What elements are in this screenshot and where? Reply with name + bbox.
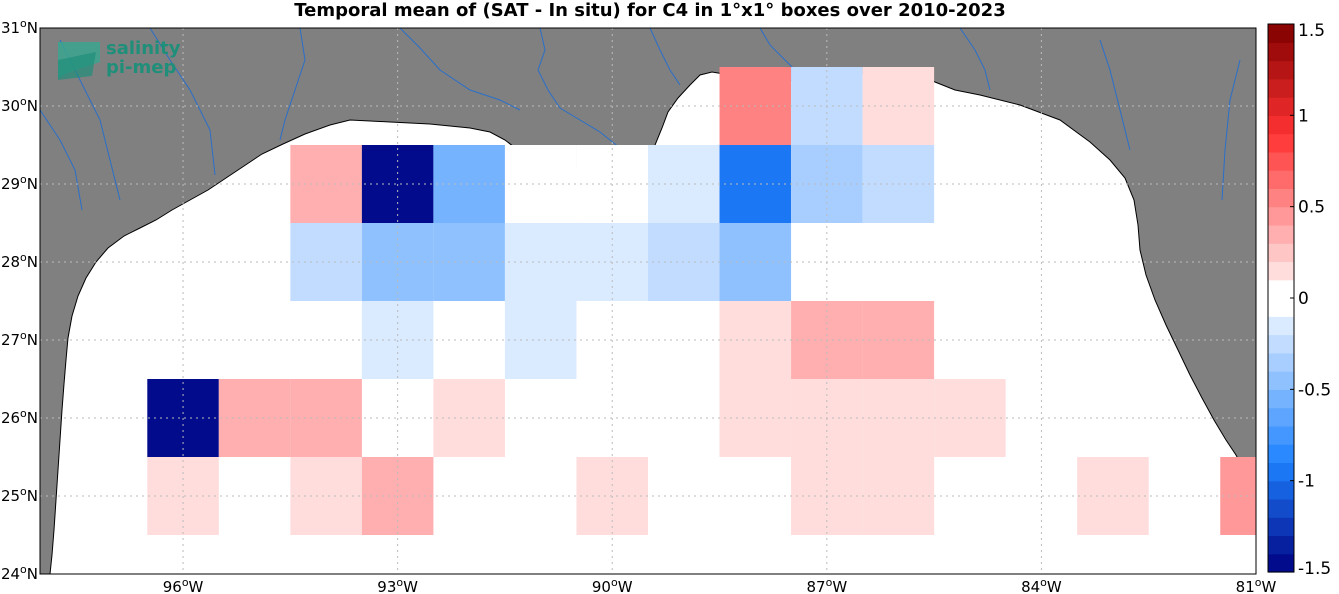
- lat-tick-label: 24oN: [1, 563, 38, 583]
- heat-cell: [504, 223, 577, 301]
- lat-tick-label: 26oN: [1, 407, 38, 427]
- latitude-labels: 24oN 25oN 26oN 27oN 28oN 29oN 30oN 31oN: [1, 17, 38, 583]
- heat-cell: [504, 301, 577, 379]
- heat-cell: [290, 457, 362, 535]
- colorbar-segment: [1268, 462, 1294, 482]
- lat-tick-label: 29oN: [1, 173, 38, 193]
- lon-tick-label: 81oW: [1236, 576, 1277, 594]
- heat-cell: [433, 379, 505, 457]
- colorbar-segment: [1268, 224, 1294, 244]
- heat-cell: [1220, 457, 1256, 535]
- lon-tick-label: 93oW: [377, 576, 418, 594]
- logo-text-salinity: salinity: [106, 38, 181, 59]
- colorbar-tick-label: 0.5: [1298, 198, 1325, 218]
- lat-tick-label: 31oN: [1, 17, 38, 37]
- colorbar-segment: [1268, 261, 1294, 281]
- colorbar-segment: [1268, 352, 1294, 372]
- colorbar-segment: [1268, 206, 1294, 226]
- heat-cell: [290, 379, 362, 457]
- heat-cell: [504, 145, 577, 223]
- colorbar-segment: [1268, 425, 1294, 445]
- lat-tick-label: 27oN: [1, 329, 38, 349]
- colorbar-segment: [1268, 188, 1294, 208]
- river-red: [399, 28, 521, 111]
- river-sabine: [279, 28, 306, 141]
- river-suwannee: [1099, 39, 1131, 151]
- logo-icon-wave: [58, 52, 96, 80]
- colorbar-segment: [1268, 97, 1294, 116]
- river-st-johns: [1221, 59, 1241, 201]
- colorbar-segment: [1268, 279, 1294, 299]
- heat-cell: [433, 223, 505, 301]
- colorbar-segment: [1268, 316, 1294, 336]
- lon-tick-label: 96oW: [163, 576, 204, 594]
- river-mississippi: [537, 28, 641, 166]
- colorbar-segment: [1268, 407, 1294, 427]
- heat-cell: [290, 223, 362, 301]
- heat-cell: [218, 379, 291, 457]
- colorbar-segment: [1268, 151, 1294, 171]
- colorbar-labels: 1.5 1 0.5 0 -0.5 -1 -1.5: [1290, 21, 1331, 579]
- colorbar-segment: [1268, 298, 1294, 317]
- heat-cell: [290, 145, 362, 223]
- colorbar-segment: [1268, 24, 1294, 43]
- colorbar-tick-label: 1.5: [1298, 21, 1325, 41]
- colorbar-segment: [1268, 42, 1294, 62]
- chart-title: Temporal mean of (SAT - In situ) for C4 …: [294, 0, 1006, 21]
- colorbar-segment: [1268, 498, 1294, 518]
- colorbar-segment: [1268, 535, 1294, 555]
- logo: salinity pi-mep: [58, 38, 181, 80]
- lon-tick-label: 87oW: [806, 576, 847, 594]
- colorbar-tick-label: -0.5: [1298, 380, 1331, 400]
- colorbar-segment: [1268, 78, 1294, 98]
- logo-text-pimep: pi-mep: [106, 57, 176, 78]
- river-network: [40, 28, 1241, 211]
- colorbar-segment: [1268, 115, 1294, 135]
- colorbar-tick-label: -1.5: [1298, 559, 1331, 579]
- river-trinity: [149, 28, 216, 176]
- colorbar-segment: [1268, 444, 1294, 463]
- graticule: [40, 28, 1256, 574]
- colorbar-segment: [1268, 243, 1294, 263]
- river-apalachicola: [959, 28, 991, 91]
- longitude-labels: 96oW 93oW 90oW 87oW 84oW 81oW: [163, 576, 1277, 594]
- colorbar: [1268, 24, 1294, 573]
- lat-tick-label: 25oN: [1, 485, 38, 505]
- colorbar-tick-label: 1: [1298, 106, 1309, 126]
- colorbar-tick-label: 0: [1298, 289, 1309, 309]
- lon-tick-label: 84oW: [1021, 576, 1062, 594]
- lon-tick-label: 90oW: [592, 576, 633, 594]
- map-frame: [39, 27, 1257, 575]
- colorbar-segment: [1268, 60, 1294, 80]
- colorbar-segment: [1268, 334, 1294, 354]
- river-colorado: [40, 109, 83, 211]
- colorbar-segment: [1268, 553, 1294, 573]
- colorbar-segment: [1268, 480, 1294, 500]
- colorbar-segment: [1268, 371, 1294, 390]
- lat-tick-label: 28oN: [1, 251, 38, 271]
- heat-cell: [433, 145, 505, 223]
- heat-cell: [1077, 457, 1149, 535]
- river-pearl: [649, 28, 681, 86]
- colorbar-segment: [1268, 517, 1294, 537]
- colorbar-segment: [1268, 133, 1294, 153]
- colorbar-segment: [1268, 389, 1294, 409]
- lat-tick-label: 30oN: [1, 95, 38, 115]
- colorbar-tick-label: -1: [1298, 472, 1315, 492]
- colorbar-segment: [1268, 170, 1294, 189]
